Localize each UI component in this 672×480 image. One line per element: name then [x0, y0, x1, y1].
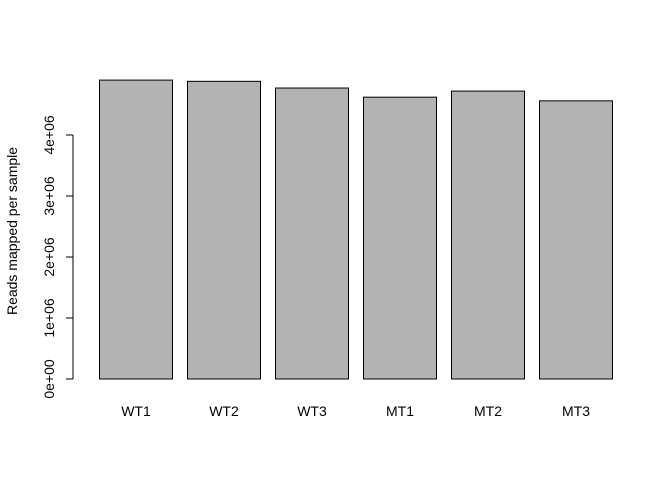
bar-mt1: [363, 96, 437, 380]
bar-wt1: [99, 79, 173, 380]
y-axis-title: Reads mapped per sample: [4, 147, 20, 315]
bar-wt2: [187, 80, 261, 380]
y-tick-label: 4e+06: [41, 115, 57, 155]
y-tick-label: 2e+06: [41, 237, 57, 277]
y-tick-label: 1e+06: [41, 298, 57, 338]
y-tick-label: 0e+00: [41, 359, 57, 399]
x-tick-label: WT2: [209, 403, 239, 419]
x-tick-label: MT1: [386, 403, 414, 419]
x-tick-label: MT3: [562, 403, 590, 419]
x-tick-label: WT1: [121, 403, 151, 419]
x-axis-labels: WT1 WT2 WT3 MT1 MT2 MT3: [121, 403, 590, 419]
bars-group: [99, 79, 613, 380]
x-tick-label: MT2: [474, 403, 502, 419]
bar-mt3: [539, 100, 613, 380]
bar-wt3: [275, 87, 349, 380]
x-tick-label: WT3: [297, 403, 327, 419]
bar-mt2: [451, 90, 525, 380]
y-axis: 0e+00 1e+06 2e+06 3e+06 4e+06: [41, 115, 74, 399]
y-tick-label: 3e+06: [41, 176, 57, 216]
